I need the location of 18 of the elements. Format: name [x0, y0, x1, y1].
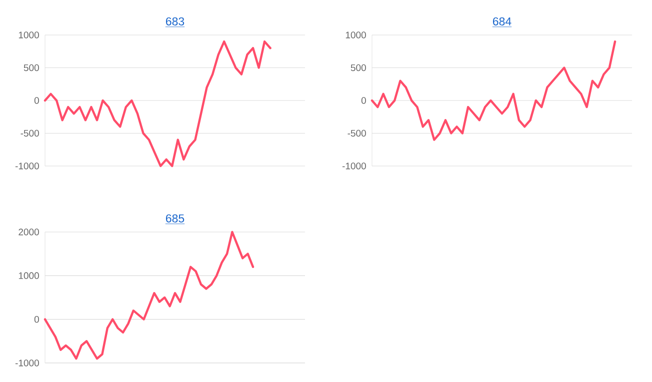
- y-tick-label: 1000: [18, 32, 39, 38]
- y-tick-label: 1000: [346, 32, 366, 38]
- y-tick-label: 0: [34, 316, 39, 323]
- y-tick-label: -500: [20, 130, 39, 137]
- y-tick-label: -1000: [342, 162, 366, 170]
- y-tick-label: 0: [361, 97, 366, 104]
- chart-title: 685: [166, 214, 184, 222]
- y-tick-label: 500: [24, 64, 39, 72]
- y-tick-label: 2000: [18, 228, 39, 236]
- y-tick-label: 500: [350, 64, 366, 72]
- y-tick-label: -1000: [15, 360, 39, 366]
- y-tick-label: 0: [34, 97, 39, 104]
- line-series: [370, 40, 616, 141]
- chart-title: 683: [166, 17, 184, 26]
- chart-title: 684: [492, 17, 512, 26]
- y-tick-label: -500: [348, 130, 366, 137]
- y-tick-label: 1000: [18, 272, 39, 280]
- y-tick-label: -1000: [15, 162, 39, 170]
